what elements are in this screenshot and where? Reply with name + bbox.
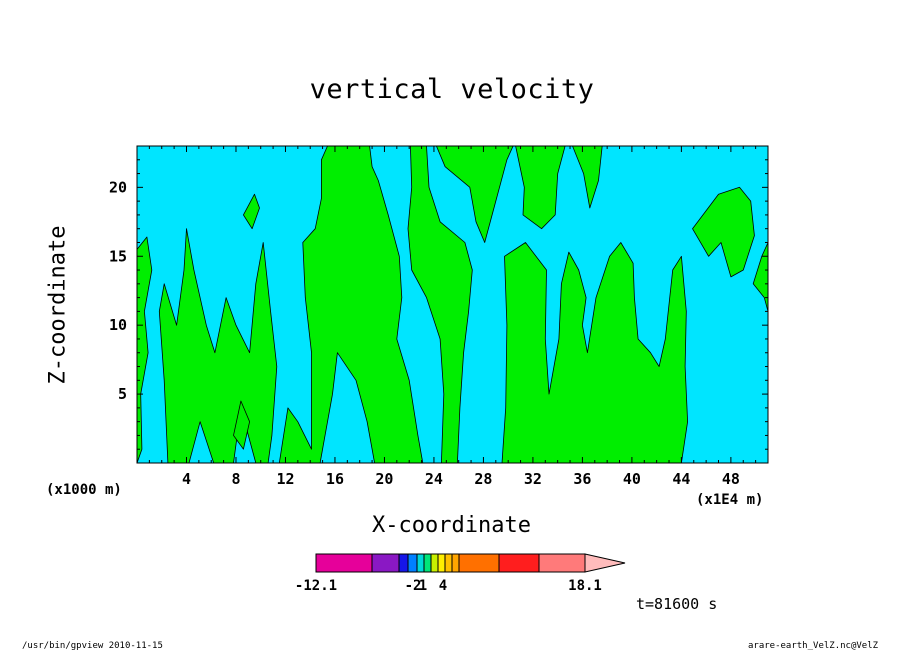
colorbar-arrow: [584, 553, 626, 573]
axis-ticks: [137, 146, 768, 463]
colorbar-segment: [416, 553, 425, 573]
colorbar-segment: [451, 553, 460, 573]
colorbar-segment: [398, 553, 409, 573]
contour-region-positive: [752, 242, 768, 312]
contour-region-positive: [692, 186, 755, 278]
contour-region-positive: [572, 146, 603, 209]
footer-right: arare-earth_VelZ.nc@VelZ: [748, 641, 879, 651]
time-label: t=81600 s: [636, 595, 718, 613]
colorbar-segment: [407, 553, 418, 573]
colorbar-segment: [444, 553, 453, 573]
y-tick-label: 5: [118, 385, 127, 403]
y-tick-label: 20: [109, 178, 127, 196]
colorbar-segment: [458, 553, 500, 573]
colorbar-segment: [423, 553, 432, 573]
x-tick-label: 24: [425, 470, 443, 488]
x-axis-title: X-coordinate: [372, 513, 531, 538]
x-tick-label: 44: [672, 470, 690, 488]
colorbar-segment: [430, 553, 439, 573]
x-tick-label: 36: [573, 470, 591, 488]
colorbar: -12.1 -21 4 18.1: [295, 553, 626, 594]
x-axis-unit-right: (x1E4 m): [696, 492, 764, 508]
x-tick-label: 8: [231, 470, 240, 488]
colorbar-label: 18.1: [568, 578, 602, 594]
colorbar-segment: [437, 553, 446, 573]
contour-regions: [137, 146, 768, 463]
x-tick-label: 32: [524, 470, 542, 488]
footer-left: /usr/bin/gpview 2010-11-15: [22, 641, 163, 651]
contour-region-positive: [158, 228, 278, 463]
colorbar-segment: [498, 553, 540, 573]
contour-region-positive: [242, 193, 260, 230]
colorbar-label: 4: [439, 578, 447, 594]
contour-region-positive: [501, 242, 688, 463]
x-tick-label: 12: [276, 470, 294, 488]
x-tick-label: 48: [722, 470, 740, 488]
plot-frame: [136, 145, 769, 464]
colorbar-label: -2: [405, 578, 422, 594]
y-tick-label: 15: [109, 247, 127, 265]
contour-region-positive: [278, 146, 424, 463]
contour-region-positive: [407, 146, 473, 463]
colorbar-segment: [315, 553, 373, 573]
colorbar-segment: [371, 553, 400, 573]
x-axis-unit-left: (x1000 m): [46, 482, 122, 498]
chart-title: vertical velocity: [309, 74, 595, 105]
y-tick-label: 10: [109, 316, 127, 334]
colorbar-segment: [538, 553, 586, 573]
colorbar-label: 1: [419, 578, 427, 594]
contour-region-positive: [233, 400, 251, 450]
contour-region-positive: [435, 146, 514, 243]
x-tick-label: 4: [182, 470, 191, 488]
colorbar-label: -12.1: [295, 578, 337, 594]
x-tick-label: 40: [623, 470, 641, 488]
x-tick-label: 16: [326, 470, 344, 488]
x-tick-label: 20: [375, 470, 393, 488]
contour-region-positive: [515, 146, 566, 230]
contour-region-positive: [137, 236, 153, 463]
x-tick-label: 28: [474, 470, 492, 488]
